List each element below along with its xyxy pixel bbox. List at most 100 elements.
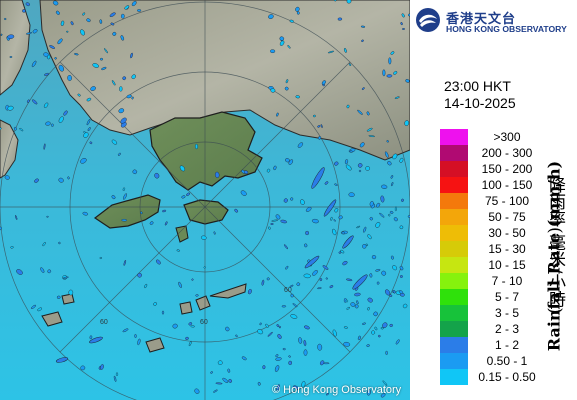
rain-echo [329,285,334,289]
rain-echo [86,97,92,102]
legend-range-label: 150 - 200 [481,162,533,176]
legend-axis-label-chinese: 降雨率(毫米/小時) [545,176,565,314]
rain-echo [401,13,405,18]
rain-echo [217,360,223,365]
rain-band [342,235,354,249]
rain-echo [213,389,218,393]
rain-echo [66,30,69,33]
rain-echo [301,380,306,388]
rain-echo [58,64,64,72]
rain-echo [318,136,322,140]
rain-echo [110,22,115,26]
rain-echo [56,295,61,299]
rain-band [311,167,325,189]
rain-echo [369,201,374,207]
rain-echo [195,294,199,297]
rain-echo [366,111,370,116]
rain-echo [292,303,298,308]
range-rings [0,0,410,400]
rain-echo [19,127,24,132]
rain-echo [289,284,294,288]
rain-echo [399,265,404,271]
rain-echo [268,226,271,230]
rain-echo [4,175,10,180]
rain-echo [31,60,37,68]
rain-echo [164,221,168,226]
legend-color-swatch [440,305,468,321]
rain-echo [122,187,126,191]
rain-echo [176,249,181,252]
rain-echo [257,329,264,335]
rain-echo [99,19,103,24]
rain-band [89,336,103,344]
legend-range-label: 0.50 - 1 [486,354,528,368]
rain-echo [303,273,311,279]
rain-echo [312,270,318,276]
rain-echo [288,355,291,358]
rain-echo [82,12,86,16]
legend-color-swatch [440,193,468,209]
rain-echo [317,343,323,351]
rain-echo [356,300,359,305]
rain-echo [407,13,410,17]
legend-color-swatch [440,289,468,305]
rain-echo [319,360,325,366]
po-toi-island [195,295,211,311]
legend-color-swatch [440,177,468,193]
rain-echo [62,276,69,279]
rain-echo [346,104,350,109]
legend-range-label: 3 - 5 [494,306,519,320]
rain-echo [275,214,281,220]
observatory-logo: 香港天文台 HONG KONG OBSERVATORY [415,7,577,35]
legend-row: 0.50 - 1 [440,353,570,369]
rain-echo [275,354,279,358]
rain-echo [122,328,129,333]
rain-echo [332,228,337,236]
rain-echo [131,0,137,7]
rain-echo [325,277,328,280]
rain-echo [113,375,117,382]
rain-echo [371,255,377,260]
rain-band [55,357,69,363]
rain-echo [30,304,37,309]
rain-echo [227,368,231,373]
rainfall-legend: >300 200 - 300 150 - 200 100 - 150 75 - 100 5… [440,129,570,385]
rain-echo [234,208,239,213]
rain-echo [394,96,400,99]
legend-range-label: 200 - 300 [481,146,533,160]
rain-echo [27,99,30,103]
rain-echo [259,322,262,326]
rain-echo [366,389,371,396]
rain-echo [333,0,337,2]
rain-echo [270,222,274,226]
rain-echo [47,54,51,60]
rain-echo [290,314,298,319]
rain-echo [186,192,191,196]
rain-echo [375,269,381,272]
rain-echo [402,303,408,309]
rain-echo [47,269,52,274]
rain-echo [153,302,158,306]
rain-echo [109,12,116,17]
rain-echo [270,88,276,93]
rain-echo [400,275,403,278]
rain-echo [60,20,65,26]
rain-echo [398,290,404,294]
rain-echo [376,281,380,285]
rain-echo [325,393,330,396]
rain-echo [334,161,339,166]
legend-color-swatch [440,369,468,385]
rain-echo [77,93,81,97]
rain-echo [380,195,385,203]
rain-echo [297,142,304,148]
rain-echo [376,202,381,208]
rain-echo [292,385,300,390]
rain-echo [101,66,107,71]
report-time: 23:00 HKT [444,78,511,94]
rain-echo [130,52,133,59]
range-label-1: 60 [284,287,292,294]
rain-echo [214,171,220,178]
rain-echo [265,323,269,328]
rain-echo [111,80,116,86]
rain-echo [188,322,193,326]
